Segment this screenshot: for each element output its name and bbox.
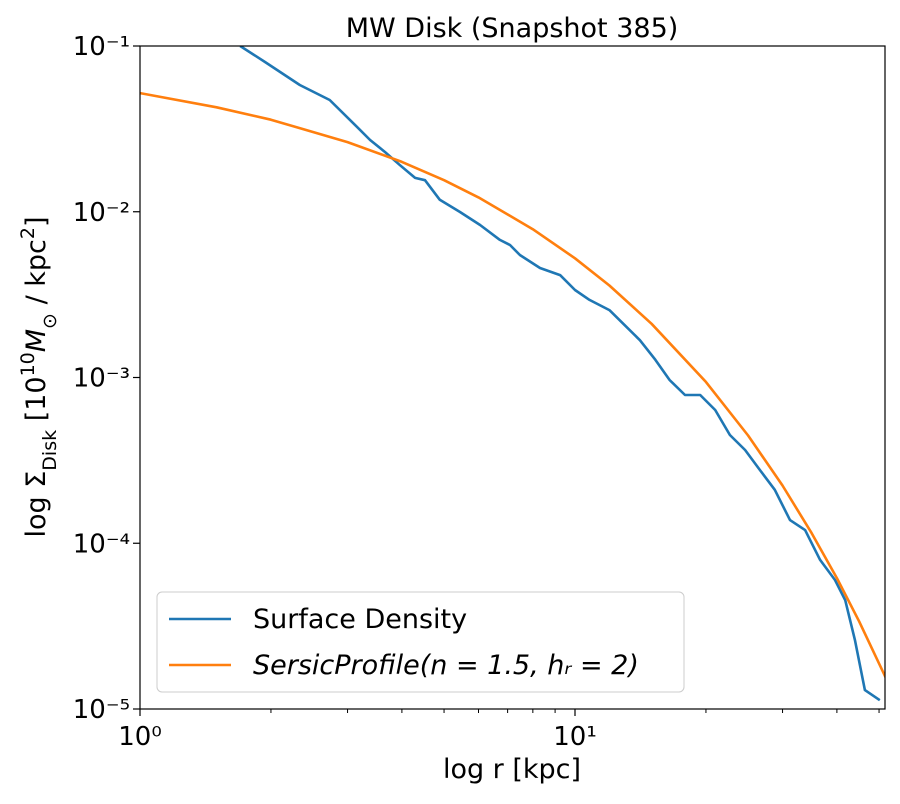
y-tick-label: 10⁻³: [73, 364, 130, 394]
y-tick-label: 10⁻²: [73, 198, 130, 228]
y-axis-label: log ΣDisk [1010M⊙ / kpc2]: [17, 216, 61, 537]
y-axis-label-part: ]: [21, 216, 52, 227]
y-axis-label-part: 10: [17, 352, 39, 376]
y-tick-label: 10⁻⁴: [73, 529, 130, 559]
y-axis-label-part: 2: [17, 227, 39, 239]
y-axis-label-part: log Σ: [21, 471, 52, 538]
y-axis-label-part: ⊙: [39, 313, 61, 329]
y-tick-label: 10⁻⁵: [73, 695, 130, 725]
x-axis-label: log r [kpc]: [443, 754, 581, 785]
legend-box: [156, 591, 685, 693]
axes-frame: [139, 45, 886, 710]
x-tick-label: 10¹: [553, 722, 597, 752]
plot-area: [140, 46, 885, 702]
y-axis-label-part: [10: [21, 376, 52, 429]
y-axis-label-part: / kpc: [21, 239, 52, 313]
x-tick-label: 10⁰: [118, 722, 162, 752]
data-line: [140, 91, 885, 680]
chart-title: MW Disk (Snapshot 385): [346, 13, 679, 44]
legend-label: Surface Density: [253, 604, 467, 635]
legend-label: SersicProfile(n = 1.5, hᵣ = 2): [253, 650, 639, 681]
y-tick-label: 10⁻¹: [73, 32, 130, 62]
y-axis-label-part: Disk: [39, 430, 61, 471]
y-axis-label-part: M: [21, 329, 52, 352]
